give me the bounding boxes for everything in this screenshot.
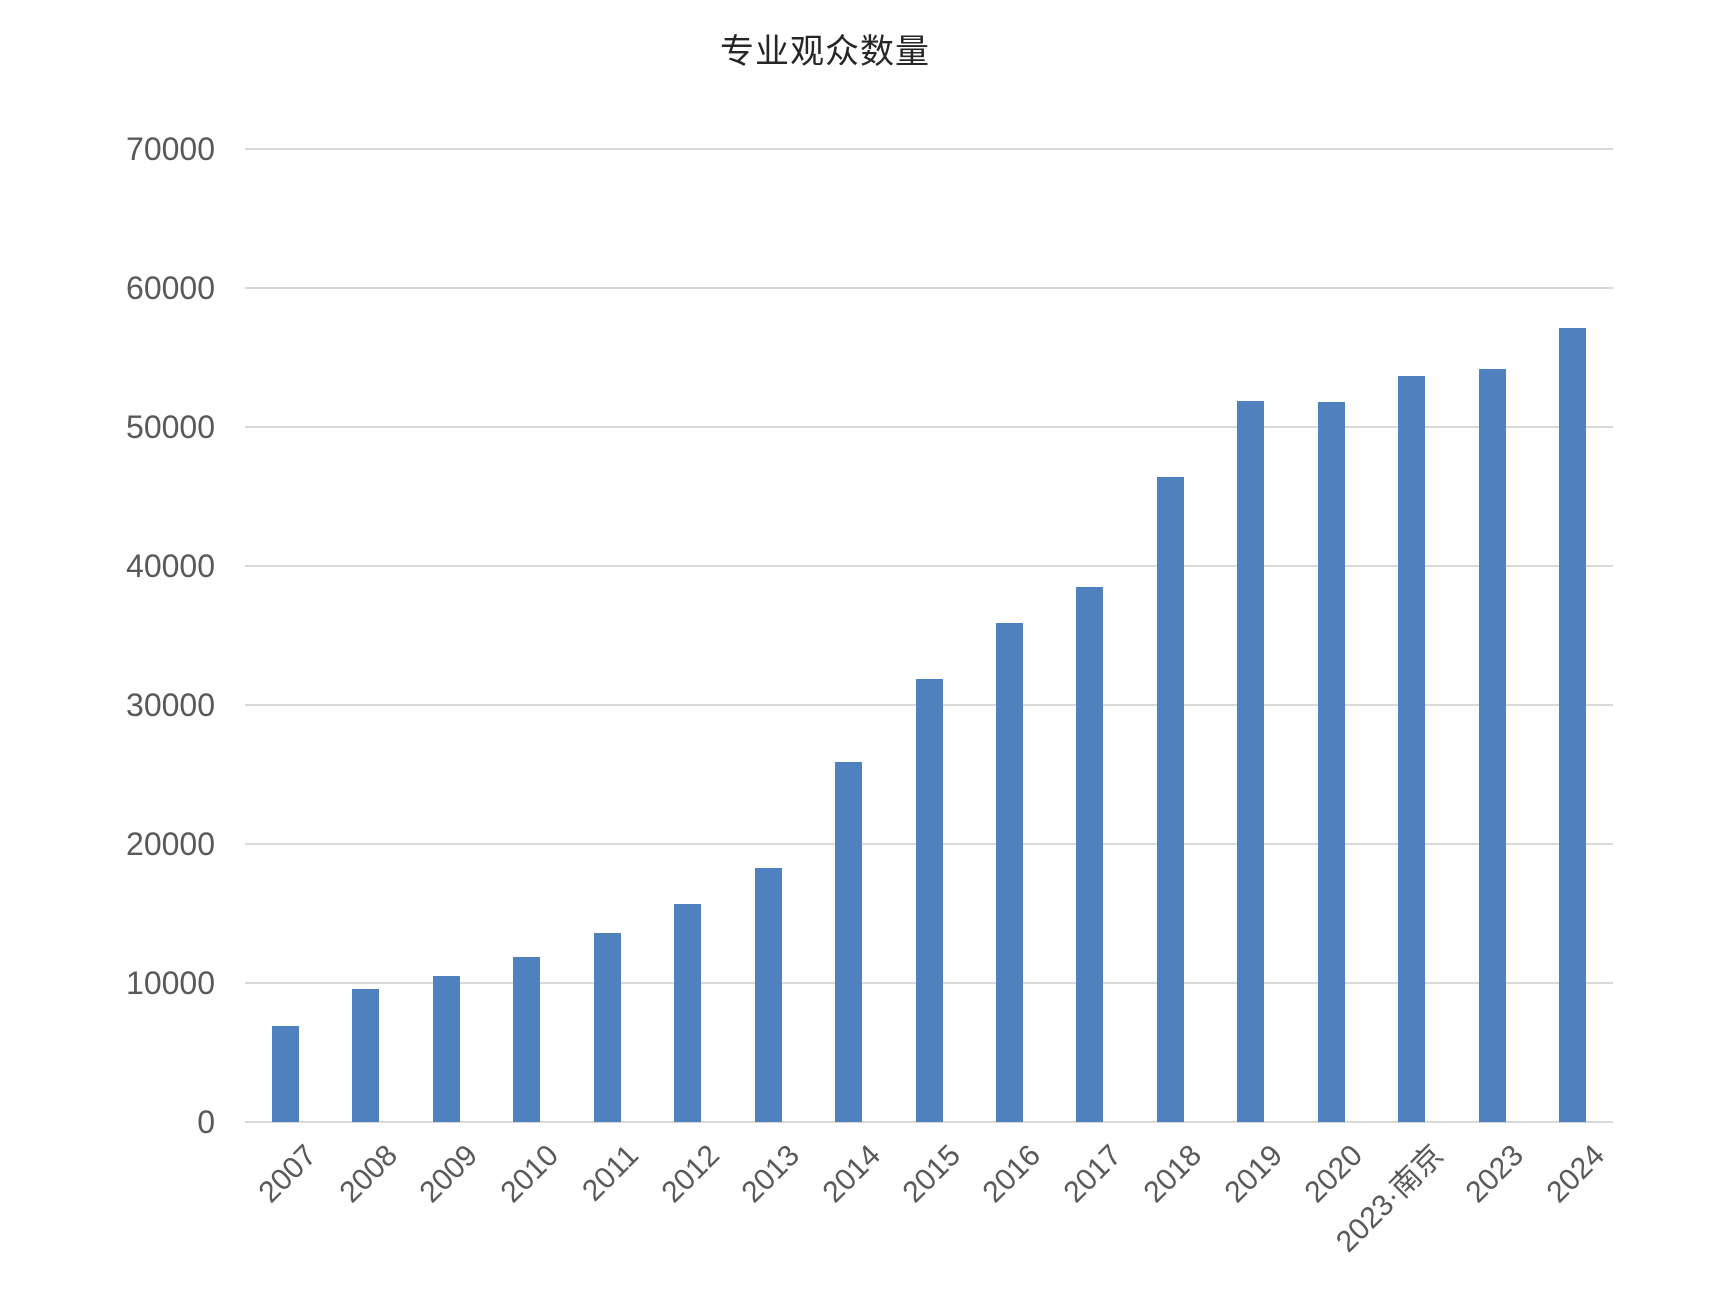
y-tick-label-20000: 20000: [126, 826, 215, 862]
chart-title: 专业观众数量: [720, 33, 930, 71]
gridline-40000: [245, 565, 1613, 567]
y-tick-label-10000: 10000: [126, 965, 215, 1001]
bar-2008: [352, 989, 379, 1122]
bar-2017: [1076, 587, 1103, 1122]
gridline-50000: [245, 426, 1613, 428]
bar-2023: [1479, 369, 1506, 1122]
bar-2023·南京: [1398, 376, 1425, 1122]
bar-2010: [513, 957, 540, 1122]
bar-2019: [1237, 401, 1264, 1122]
gridline-0: [245, 1121, 1613, 1123]
y-tick-label-60000: 60000: [126, 270, 215, 306]
bar-2014: [835, 762, 862, 1122]
bar-2013: [755, 868, 782, 1122]
bar-2012: [674, 904, 701, 1122]
bar-2009: [433, 976, 460, 1122]
bar-2024: [1559, 328, 1586, 1122]
y-tick-label-30000: 30000: [126, 687, 215, 723]
gridline-70000: [245, 148, 1613, 150]
bar-2011: [594, 933, 621, 1122]
bar-2007: [272, 1026, 299, 1122]
bar-2015: [916, 679, 943, 1122]
y-tick-label-40000: 40000: [126, 548, 215, 584]
bar-2018: [1157, 477, 1184, 1122]
bar-2016: [996, 623, 1023, 1122]
bar-2020: [1318, 402, 1345, 1122]
gridline-60000: [245, 287, 1613, 289]
plot-area: [245, 148, 1613, 1123]
y-tick-label-0: 0: [197, 1104, 215, 1140]
y-tick-label-70000: 70000: [126, 131, 215, 167]
y-tick-label-50000: 50000: [126, 409, 215, 445]
